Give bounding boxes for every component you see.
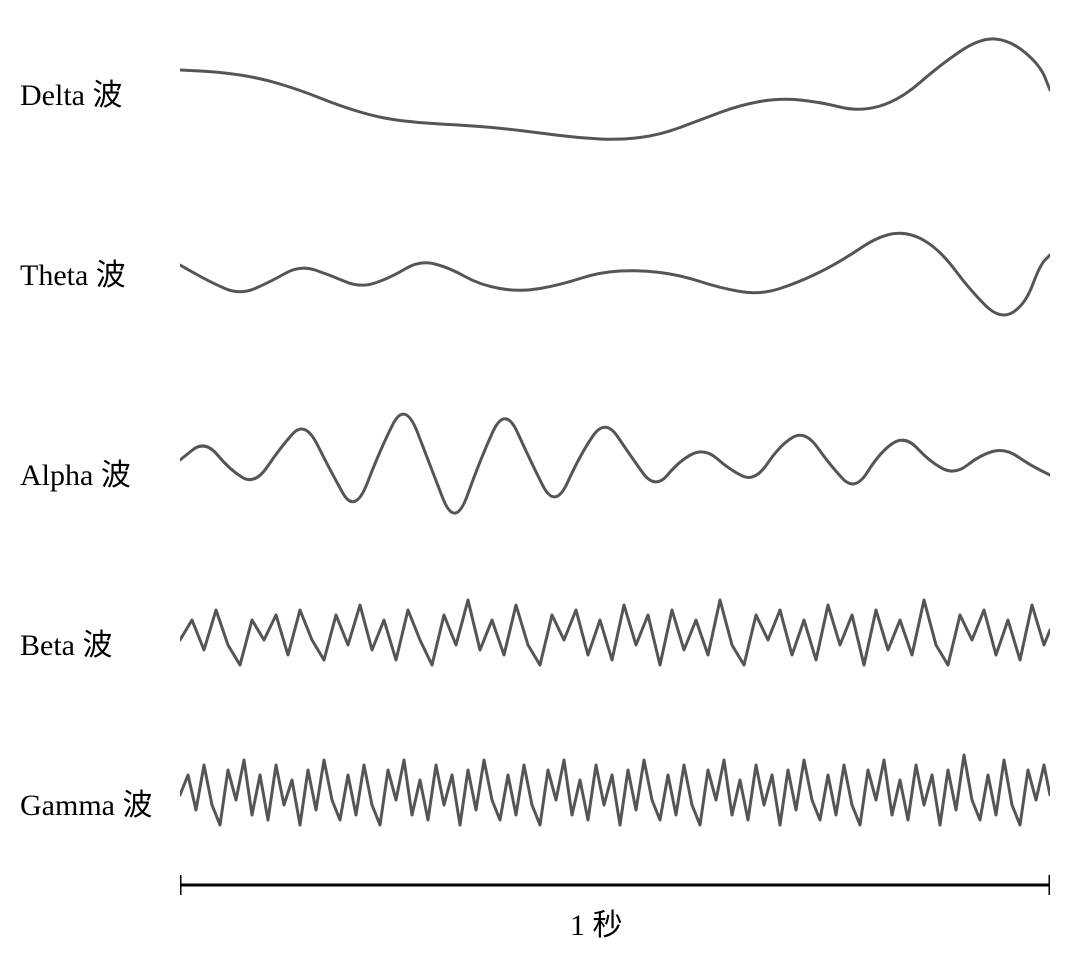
- wave-row-gamma: Gamma 波: [0, 730, 1078, 860]
- wave-row-delta: Delta 波: [0, 20, 1078, 190]
- wave-label-theta: Theta 波: [20, 250, 126, 294]
- scale-bar: [180, 870, 1050, 900]
- scale-label: 1 秒: [570, 900, 623, 944]
- wave-theta: [180, 210, 1050, 350]
- wave-delta: [180, 20, 1050, 190]
- wave-label-alpha: Alpha 波: [20, 450, 131, 494]
- wave-beta: [180, 570, 1050, 700]
- wave-row-theta: Theta 波: [0, 210, 1078, 350]
- wave-alpha: [180, 380, 1050, 550]
- wave-row-alpha: Alpha 波: [0, 380, 1078, 550]
- wave-label-delta: Delta 波: [20, 70, 122, 114]
- wave-label-gamma: Gamma 波: [20, 780, 152, 824]
- wave-row-beta: Beta 波: [0, 570, 1078, 700]
- wave-label-beta: Beta 波: [20, 620, 112, 664]
- wave-gamma: [180, 730, 1050, 860]
